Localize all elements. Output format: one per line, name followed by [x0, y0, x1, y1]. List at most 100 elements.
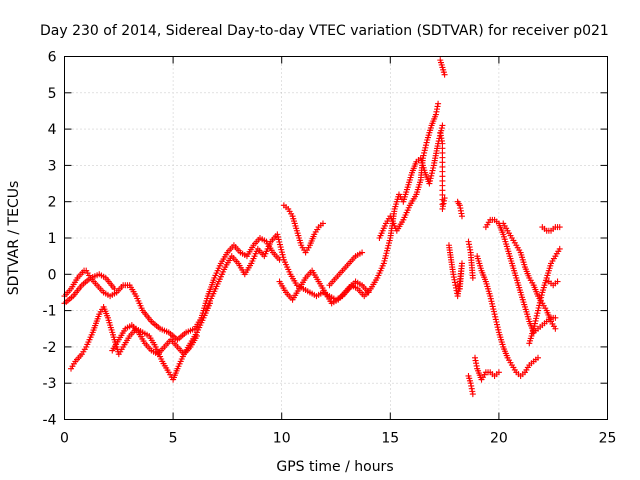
series-arc-g	[276, 122, 446, 307]
data-point	[489, 300, 496, 307]
series-arc-s	[500, 220, 559, 332]
y-tick-label: -2	[43, 340, 57, 356]
data-point	[111, 285, 118, 292]
x-tick-label: 0	[60, 431, 69, 447]
series-arc-k	[437, 129, 448, 212]
data-point	[556, 245, 563, 252]
data-point	[531, 323, 538, 330]
x-tick-label: 10	[273, 431, 291, 447]
y-axis-label: SDTVAR / TECUs	[6, 181, 22, 296]
data-point	[492, 313, 499, 320]
data-point	[193, 333, 200, 340]
y-tick-label: 5	[48, 86, 57, 102]
data-point	[487, 293, 494, 300]
series-arc-h	[326, 249, 366, 289]
series-arc-d	[109, 322, 200, 358]
x-axis-label: GPS time / hours	[276, 459, 393, 475]
data-point	[426, 180, 433, 187]
series-arc-p	[472, 354, 502, 383]
tick-layer: 0 5 10 15 20 25 -4 -3 -2 -1 0 1 2 3 4 5 6	[43, 50, 617, 447]
data-point	[420, 152, 427, 159]
data-point	[552, 325, 559, 332]
data-point	[537, 297, 544, 304]
data-point	[359, 249, 366, 256]
data-point	[435, 100, 442, 107]
data-point	[532, 317, 539, 324]
data-point	[469, 274, 476, 281]
series-arc-f	[280, 202, 326, 256]
data-point	[495, 326, 502, 333]
data-point	[552, 314, 559, 321]
data-point	[536, 299, 543, 306]
data-point	[530, 325, 537, 332]
data-point	[494, 321, 501, 328]
data-point	[493, 319, 500, 326]
points-layer	[61, 57, 563, 398]
data-point	[556, 224, 563, 231]
series-arc-n	[465, 238, 476, 281]
data-point	[531, 320, 538, 327]
y-tick-label: 0	[48, 267, 57, 283]
series-arc-o	[465, 372, 476, 398]
data-point	[319, 220, 326, 227]
series-arc-j	[437, 57, 448, 78]
data-point	[488, 298, 495, 305]
data-point	[421, 149, 428, 156]
x-tick-label: 5	[169, 431, 178, 447]
chart-title: Day 230 of 2014, Sidereal Day-to-day VTE…	[40, 23, 609, 39]
data-point	[441, 195, 448, 202]
data-point	[428, 170, 435, 177]
y-tick-label: 1	[48, 231, 57, 247]
data-point	[534, 310, 541, 317]
series-arc-b	[61, 271, 118, 307]
data-point	[491, 311, 498, 318]
series-arc-q	[474, 253, 541, 379]
data-point	[533, 312, 540, 319]
data-point	[533, 315, 540, 322]
y-tick-label: 2	[48, 195, 57, 211]
data-point	[487, 295, 494, 302]
y-tick-label: -3	[43, 376, 57, 392]
data-point	[534, 307, 541, 314]
data-point	[419, 155, 426, 162]
data-point	[536, 302, 543, 309]
y-tick-label: 3	[48, 158, 57, 174]
data-point	[438, 125, 445, 132]
series-arc-c	[68, 300, 214, 383]
data-point	[538, 294, 545, 301]
data-point	[439, 122, 446, 129]
x-tick-label: 15	[381, 431, 399, 447]
data-point	[494, 324, 501, 331]
y-tick-label: 6	[48, 50, 57, 66]
data-point	[427, 177, 434, 184]
series-arc-t	[526, 245, 563, 347]
data-point	[490, 306, 497, 313]
data-point	[421, 147, 428, 154]
data-point	[458, 213, 465, 220]
data-point	[495, 369, 502, 376]
series-arc-e	[202, 231, 372, 314]
data-point	[429, 167, 436, 174]
series-arc-v	[545, 278, 561, 289]
data-point	[534, 354, 541, 361]
data-point	[492, 316, 499, 323]
series-arc-i	[376, 100, 442, 241]
plot-frame	[64, 56, 608, 420]
series-arc-l	[445, 242, 465, 300]
series-arc-m	[454, 198, 465, 220]
data-point	[423, 139, 430, 146]
x-tick-label: 25	[599, 431, 617, 447]
series-arc-u	[539, 224, 563, 234]
data-point	[535, 305, 542, 312]
y-tick-label: -1	[43, 304, 57, 320]
x-tick-label: 20	[490, 431, 508, 447]
data-point	[469, 391, 476, 398]
data-point	[422, 142, 429, 149]
y-tick-label: -4	[43, 413, 57, 429]
data-point	[422, 144, 429, 151]
data-point	[554, 278, 561, 285]
data-point	[430, 164, 437, 171]
data-point	[456, 285, 463, 292]
